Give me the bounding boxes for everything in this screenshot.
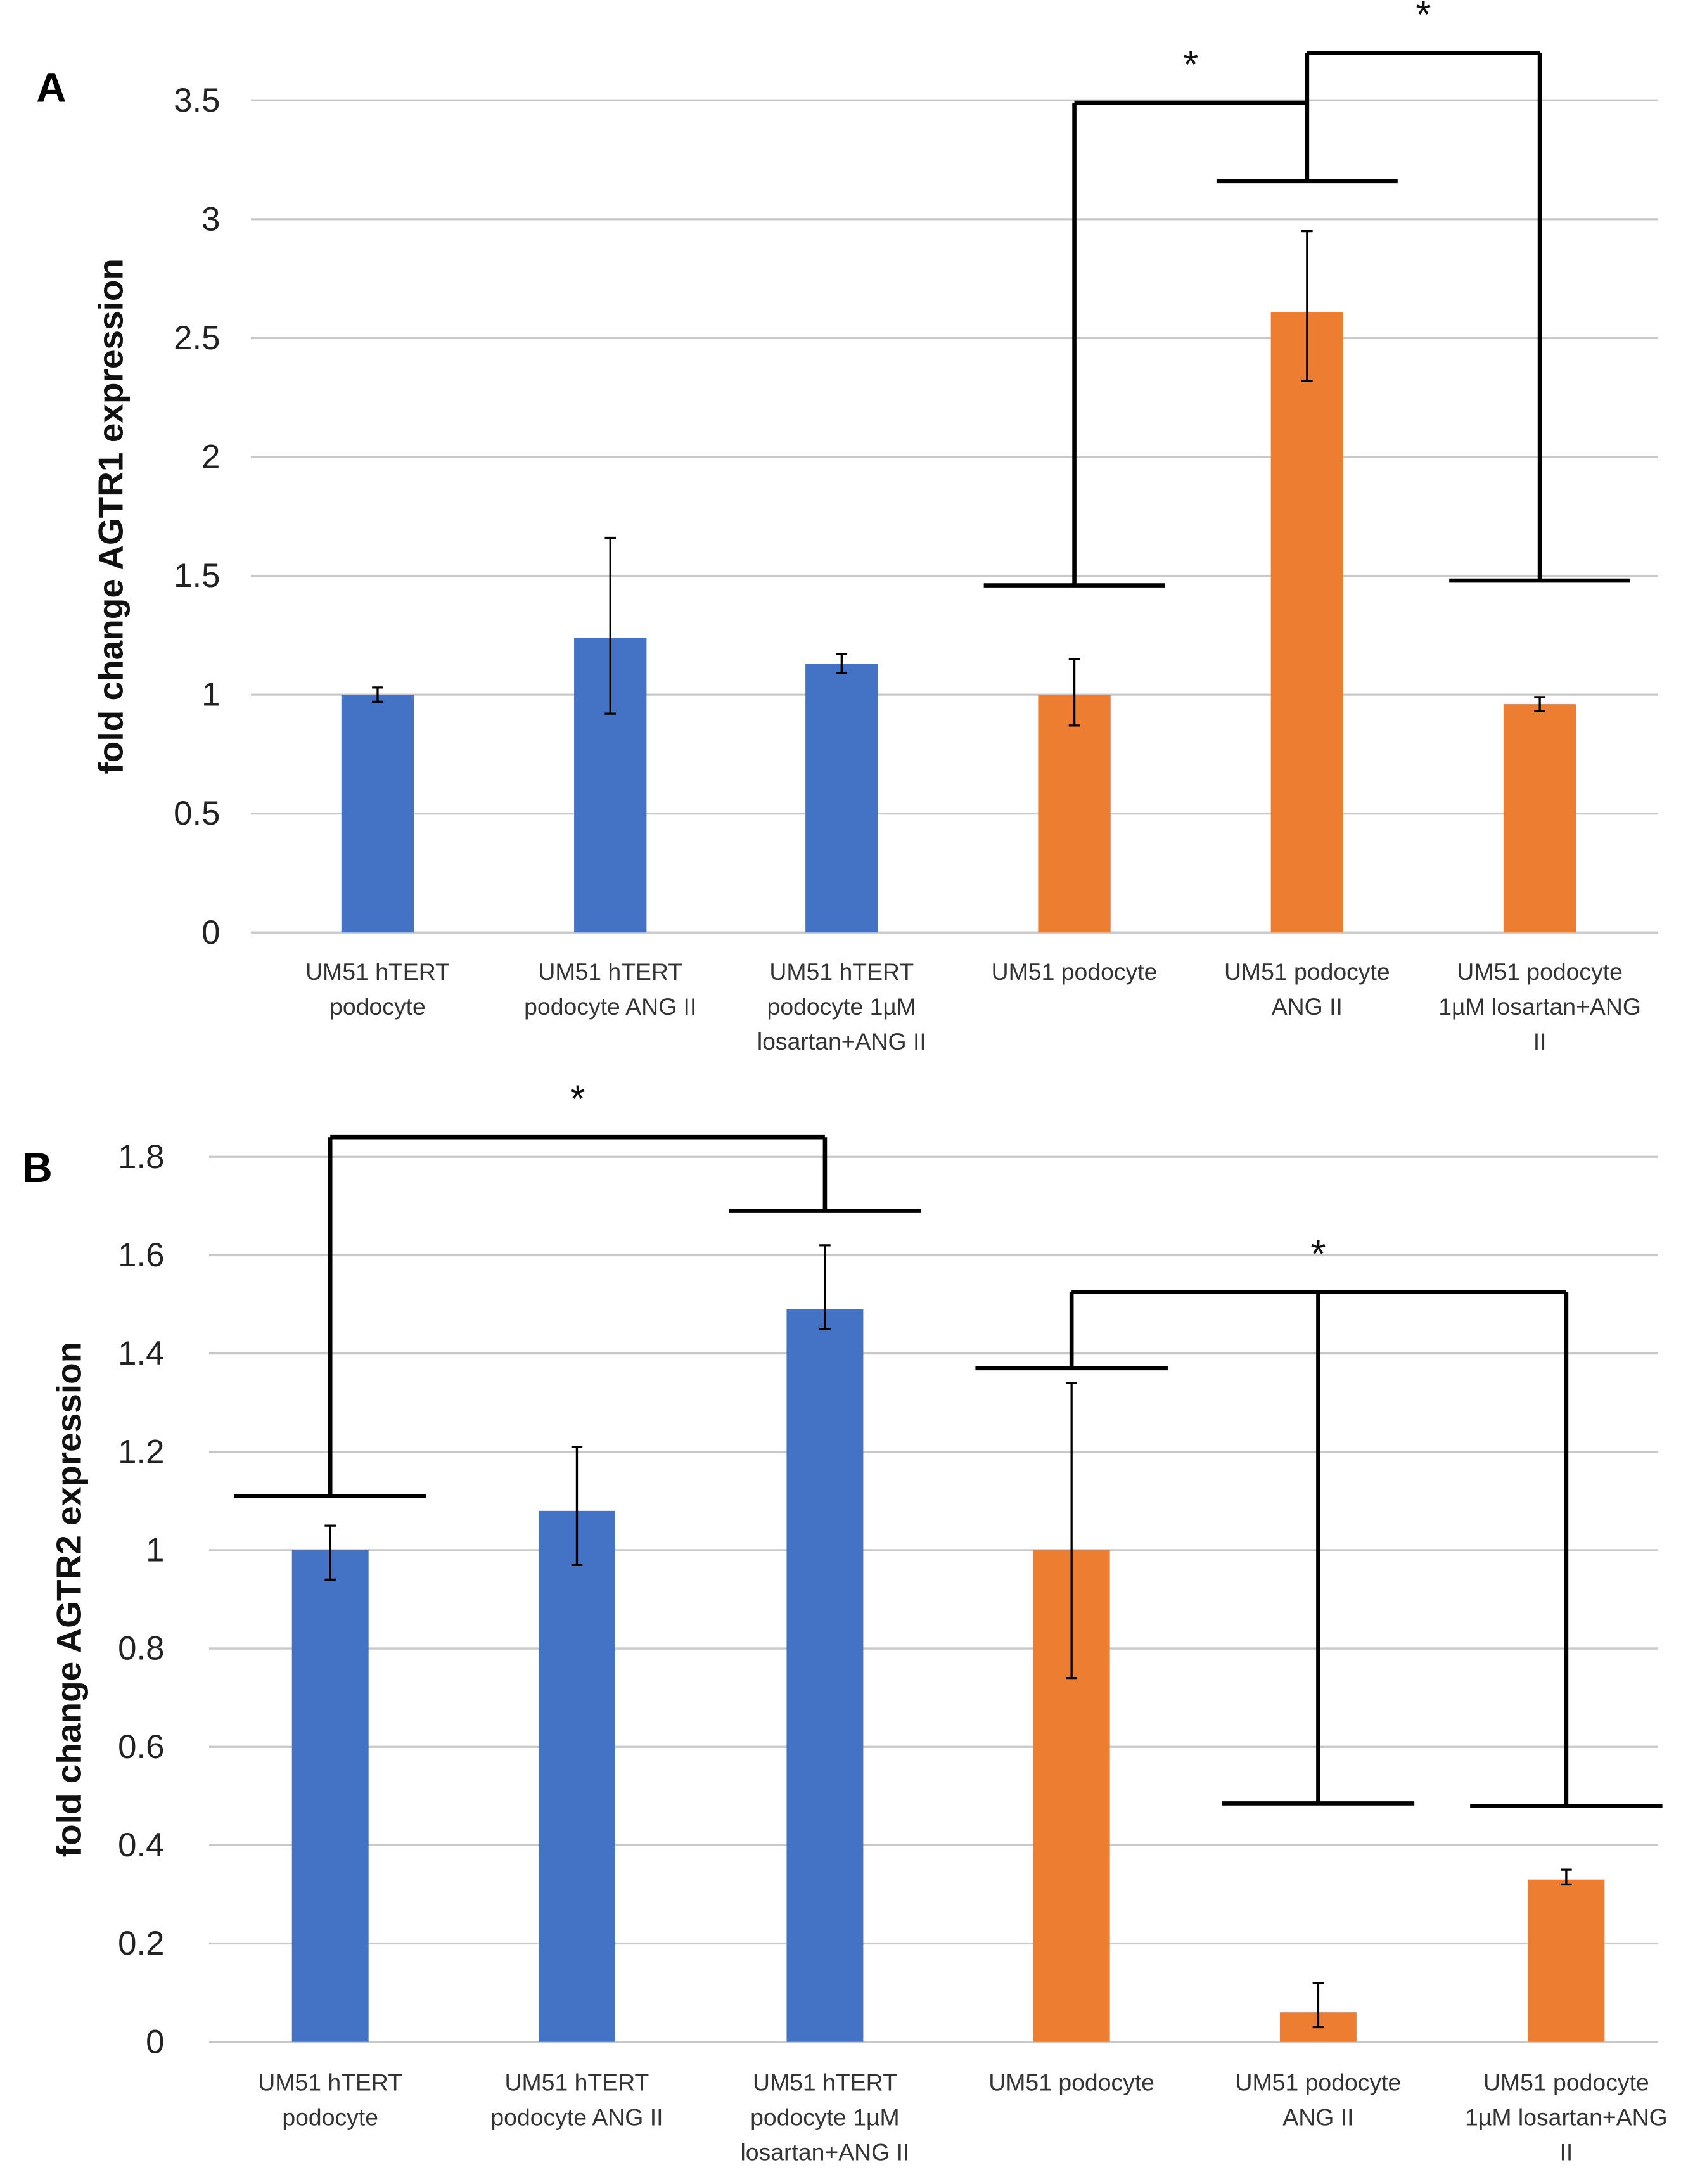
y-tick-label: 0.4 bbox=[118, 1827, 164, 1864]
bar bbox=[538, 1510, 615, 2042]
x-tick-label: UM51 hTERT podocyte 1µM losartan+ANG II bbox=[757, 958, 926, 1055]
y-tick-label: 0 bbox=[201, 914, 220, 951]
y-tick-label: 0.2 bbox=[118, 1925, 164, 1962]
bar bbox=[291, 1550, 369, 2042]
panel-a-chart: A 0 0.5 1 1.5 2 2.5 3 3.5 fold change AGTR1 expre… bbox=[36, 0, 1659, 1055]
significance-star: * bbox=[1310, 1232, 1326, 1276]
x-tick-label: UM51 podocyte ANG II bbox=[1236, 2069, 1402, 2131]
y-tick-label: 1 bbox=[146, 1531, 164, 1569]
bar bbox=[1503, 704, 1576, 933]
x-tick-label: UM51 podocyte 1µM losartan+ANG II bbox=[1465, 2069, 1668, 2166]
x-tick-label: UM51 hTERT podocyte ANG II bbox=[490, 2069, 663, 2131]
x-tick-label: UM51 hTERT podocyte bbox=[258, 2069, 402, 2131]
bar bbox=[805, 664, 878, 933]
x-tick-label-line: UM51 hTERT bbox=[753, 2069, 897, 2096]
y-tick-label: 1.8 bbox=[118, 1138, 164, 1176]
x-tick-label-line: UM51 podocyte bbox=[1236, 2069, 1402, 2096]
x-tick-label-line: UM51 podocyte bbox=[992, 958, 1158, 985]
panel-label: A bbox=[36, 64, 67, 111]
x-tick-label-line: 1µM losartan+ANG bbox=[1465, 2104, 1668, 2131]
x-tick-label-line: 1µM losartan+ANG bbox=[1438, 993, 1641, 1020]
bar bbox=[1270, 312, 1344, 933]
x-tick-label-line: podocyte bbox=[329, 993, 426, 1020]
panel-b-chart: B 0 0.2 0.4 0.6 0.8 1 1.2 1.4 1.6 1.8 fold change A… bbox=[22, 1077, 1668, 2166]
x-tick-label-line: UM51 hTERT bbox=[538, 958, 682, 985]
x-tick-label-line: UM51 hTERT bbox=[769, 958, 914, 985]
y-tick-label: 1.5 bbox=[174, 557, 220, 594]
x-tick-label-line: UM51 podocyte bbox=[1224, 958, 1390, 985]
x-tick-label-line: UM51 podocyte bbox=[1483, 2069, 1649, 2096]
x-tick-label-line: podocyte 1µM bbox=[750, 2104, 900, 2131]
x-tick-label: UM51 podocyte bbox=[992, 958, 1158, 985]
panel-label: B bbox=[22, 1144, 53, 1191]
significance-star: * bbox=[1416, 0, 1431, 37]
bar bbox=[1528, 1879, 1605, 2042]
x-tick-label-line: II bbox=[1533, 1028, 1547, 1055]
y-tick-label: 1.4 bbox=[118, 1335, 164, 1372]
y-tick-label: 3 bbox=[201, 200, 220, 238]
bar bbox=[341, 695, 414, 933]
x-tick-label-line: podocyte 1µM bbox=[767, 993, 917, 1020]
x-tick-label-line: losartan+ANG II bbox=[757, 1028, 926, 1055]
x-tick-label-line: ANG II bbox=[1272, 993, 1343, 1020]
x-tick-label-line: podocyte ANG II bbox=[524, 993, 696, 1020]
y-tick-label: 0 bbox=[146, 2023, 164, 2060]
x-tick-label-line: podocyte bbox=[282, 2104, 378, 2131]
significance-star: * bbox=[570, 1077, 585, 1121]
y-tick-label: 3.5 bbox=[174, 82, 220, 119]
x-tick-label: UM51 podocyte ANG II bbox=[1224, 958, 1390, 1020]
x-tick-label-line: podocyte ANG II bbox=[490, 2104, 663, 2131]
x-tick-label: UM51 podocyte 1µM losartan+ANG II bbox=[1438, 958, 1641, 1055]
bar bbox=[1038, 695, 1111, 933]
y-tick-label: 2.5 bbox=[174, 319, 220, 357]
y-tick-label: 2 bbox=[201, 439, 220, 476]
y-axis-title: fold change AGTR2 expression bbox=[49, 1342, 89, 1857]
x-tick-label: UM51 hTERT podocyte bbox=[305, 958, 450, 1020]
y-tick-label: 0.5 bbox=[174, 795, 220, 832]
significance-star: * bbox=[1183, 43, 1198, 87]
x-tick-label-line: UM51 podocyte bbox=[1457, 958, 1623, 985]
x-tick-label: UM51 hTERT podocyte ANG II bbox=[524, 958, 696, 1020]
y-tick-label: 1.2 bbox=[118, 1433, 164, 1470]
x-tick-label-line: losartan+ANG II bbox=[740, 2139, 909, 2166]
x-tick-label-line: UM51 hTERT bbox=[505, 2069, 649, 2096]
y-tick-label: 0.8 bbox=[118, 1630, 164, 1667]
x-tick-label-line: ANG II bbox=[1282, 2104, 1353, 2131]
x-tick-label-line: UM51 podocyte bbox=[988, 2069, 1154, 2096]
x-tick-label-line: UM51 hTERT bbox=[258, 2069, 402, 2096]
x-tick-label-line: II bbox=[1559, 2139, 1573, 2166]
bar bbox=[786, 1309, 864, 2042]
x-tick-label: UM51 podocyte bbox=[988, 2069, 1154, 2096]
y-tick-label: 0.6 bbox=[118, 1728, 164, 1766]
x-tick-label-line: UM51 hTERT bbox=[305, 958, 450, 985]
y-tick-label: 1.6 bbox=[118, 1237, 164, 1274]
x-tick-label: UM51 hTERT podocyte 1µM losartan+ANG II bbox=[740, 2069, 909, 2166]
y-axis-title: fold change AGTR1 expression bbox=[91, 259, 131, 774]
y-tick-label: 1 bbox=[201, 676, 220, 714]
